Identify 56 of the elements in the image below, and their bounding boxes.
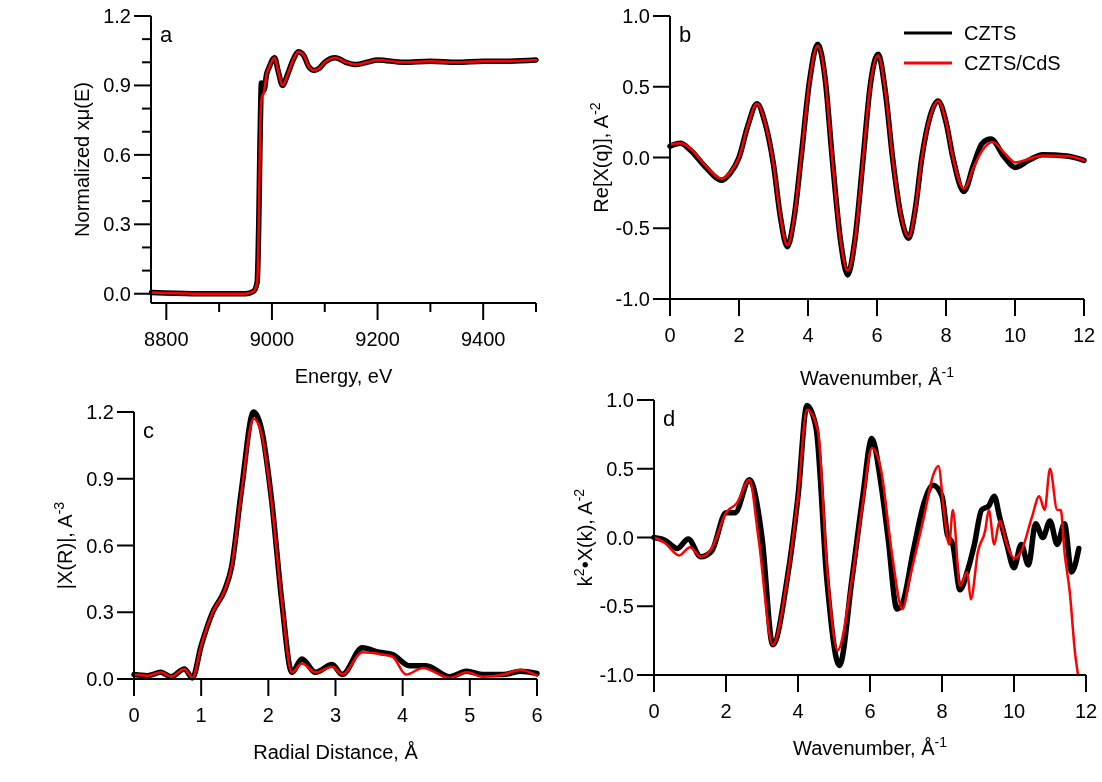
x-tick-label: 0 — [664, 324, 676, 346]
y-tick-label: 1.0 — [606, 389, 634, 411]
y-tick-label: 0.0 — [103, 282, 131, 305]
y-tick-label: 0.3 — [103, 213, 131, 236]
y-tick-label: 0.5 — [622, 75, 650, 98]
x-tick-label: 3 — [329, 704, 342, 726]
y-tick-label: 1.2 — [86, 401, 114, 423]
y-tick-label: 0.9 — [86, 467, 114, 490]
y-tick-label: 0.6 — [103, 143, 131, 166]
x-tick-label: 2 — [720, 700, 732, 722]
annotation: a — [160, 22, 173, 47]
x-tick-label: 12 — [1074, 700, 1098, 722]
y-tick-label: 0.3 — [86, 601, 114, 624]
y-axis-title: Normalized xμ(E) — [71, 82, 93, 237]
x-tick-label: 4 — [397, 704, 409, 726]
legend-label: CZTS — [964, 22, 1017, 44]
y-tick-label: -0.5 — [599, 595, 634, 618]
x-tick-label: 1 — [195, 704, 207, 726]
x-tick-label: 0 — [128, 704, 140, 726]
y-tick-label: -1.0 — [615, 288, 650, 310]
y-tick-label: 0.0 — [86, 668, 114, 690]
x-tick-label: 2 — [733, 324, 745, 346]
x-axis-title: Radial Distance, Å — [253, 741, 419, 763]
y-tick-label: 1.0 — [622, 5, 650, 27]
annotation: d — [663, 406, 676, 431]
x-tick-label: 6 — [871, 324, 883, 346]
legend-label: CZTS/CdS — [964, 52, 1061, 74]
y-tick-label: 0.5 — [606, 457, 634, 480]
x-tick-label: 6 — [531, 704, 543, 726]
y-tick-label: 1.2 — [103, 5, 131, 27]
x-axis-title: Energy, eV — [294, 365, 393, 387]
annotation: b — [679, 22, 692, 47]
x-tick-label: 4 — [792, 700, 804, 722]
y-tick-label: 0.9 — [103, 74, 131, 97]
x-tick-label: 8 — [936, 700, 948, 722]
y-tick-label: -1.0 — [599, 664, 634, 686]
x-axis-title: Wavenumber, Å$^{-1}$ — [793, 734, 948, 759]
x-tick-label: 2 — [262, 704, 274, 726]
x-tick-label: 8 — [940, 324, 952, 346]
annotation: c — [143, 418, 154, 443]
y-tick-label: 0.0 — [606, 526, 634, 549]
y-tick-label: 0.6 — [86, 534, 114, 557]
x-tick-label: 10 — [1002, 700, 1026, 722]
y-tick-label: 0.0 — [622, 146, 650, 169]
x-tick-label: 0 — [648, 700, 660, 722]
y-tick-label: -0.5 — [615, 217, 650, 240]
x-tick-label: 12 — [1072, 324, 1096, 346]
x-tick-label: 9400 — [460, 328, 506, 350]
x-tick-label: 9200 — [355, 328, 400, 350]
x-tick-label: 5 — [464, 704, 476, 726]
x-tick-label: 6 — [864, 700, 876, 722]
x-tick-label: 9000 — [249, 328, 295, 350]
x-axis-title: Wavenumber, Å$^{-1}$ — [800, 364, 955, 389]
x-tick-label: 10 — [1003, 324, 1027, 346]
x-tick-label: 4 — [802, 324, 814, 346]
x-tick-label: 8800 — [144, 328, 189, 350]
